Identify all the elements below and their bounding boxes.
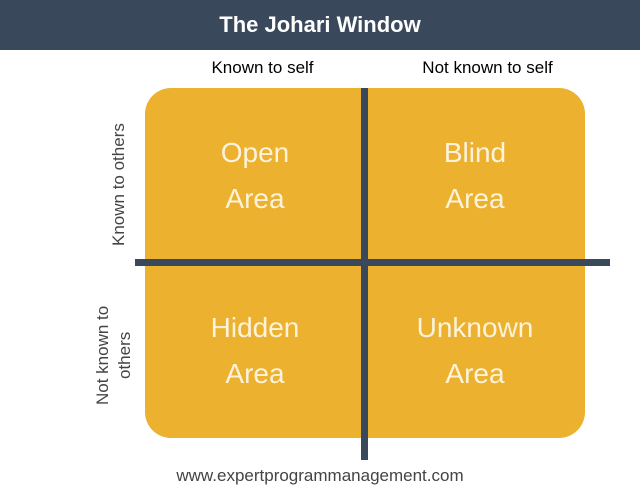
diagram-stage: Known to self Not known to self Known to… — [0, 50, 640, 490]
quadrant-hidden-area: Hidden Area — [145, 263, 365, 438]
quad-line: Area — [445, 358, 504, 390]
quadrant-open-area: Open Area — [145, 88, 365, 263]
quad-line: Blind — [444, 137, 506, 169]
footer-url: www.expertprogrammanagement.com — [0, 466, 640, 486]
col-label-not-known-self: Not known to self — [375, 58, 600, 78]
col-label-known-self: Known to self — [150, 58, 375, 78]
quad-line: Open — [221, 137, 290, 169]
axis-horizontal — [135, 259, 610, 266]
quad-line: Area — [445, 183, 504, 215]
quad-line: Area — [225, 358, 284, 390]
row-label-known-others: Known to others — [108, 110, 130, 260]
quad-line: Hidden — [211, 312, 300, 344]
quad-line: Area — [225, 183, 284, 215]
quadrant-unknown-area: Unknown Area — [365, 263, 585, 438]
header-bar: The Johari Window — [0, 0, 640, 50]
page-title: The Johari Window — [219, 12, 420, 37]
quad-line: Unknown — [417, 312, 534, 344]
column-labels: Known to self Not known to self — [150, 58, 600, 78]
row-label-not-known-others: Not known to others — [92, 280, 136, 430]
quadrant-blind-area: Blind Area — [365, 88, 585, 263]
axis-vertical — [361, 88, 368, 460]
